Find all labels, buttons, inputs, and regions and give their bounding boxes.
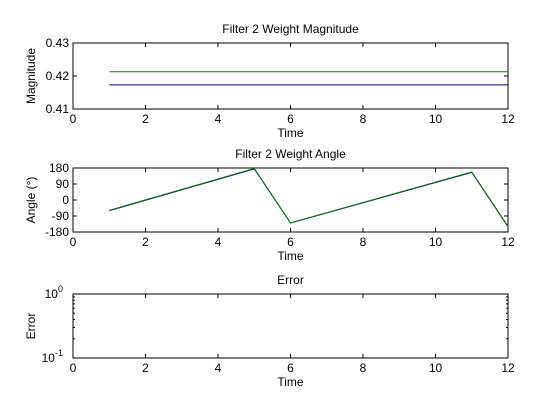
magnitude-x-axis-label: Time — [277, 126, 304, 140]
error-x-tick-label: 0 — [70, 361, 77, 375]
magnitude-title: Filter 2 Weight Magnitude — [222, 22, 359, 36]
magnitude-x-tick-label: 10 — [429, 112, 443, 126]
angle-y-tick-label: -180 — [45, 225, 69, 239]
angle-x-tick-label: 12 — [501, 235, 515, 249]
magnitude-x-tick-label: 12 — [501, 112, 515, 126]
angle-x-tick-label: 8 — [360, 235, 367, 249]
magnitude-x-tick-label: 8 — [360, 112, 367, 126]
magnitude-y-tick-label: 0.42 — [46, 69, 70, 83]
magnitude-x-tick-label: 2 — [142, 112, 149, 126]
error-x-tick-label: 12 — [501, 361, 515, 375]
magnitude-y-tick-label: 0.41 — [46, 102, 70, 116]
magnitude-y-axis-label: Magnitude — [24, 48, 38, 104]
error-x-tick-label: 2 — [142, 361, 149, 375]
error-x-tick-label: 6 — [287, 361, 294, 375]
angle-title: Filter 2 Weight Angle — [235, 147, 346, 161]
angle-y-tick-label: 0 — [62, 193, 69, 207]
angle-x-tick-label: 0 — [70, 235, 77, 249]
angle-x-tick-label: 6 — [287, 235, 294, 249]
angle-x-axis-label: Time — [277, 249, 304, 263]
magnitude-x-tick-label: 4 — [215, 112, 222, 126]
error-y-tick-label: 100 — [45, 284, 63, 301]
error-title: Error — [277, 273, 304, 287]
angle-x-tick-label: 4 — [215, 235, 222, 249]
magnitude-x-tick-label: 6 — [287, 112, 294, 126]
magnitude-y-tick-label: 0.43 — [46, 36, 70, 50]
error-x-tick-label: 10 — [429, 361, 443, 375]
angle-y-tick-label: 90 — [56, 177, 70, 191]
error-subplot: Error 0 2 4 6 8 10 12 10-1 100 Time Error — [24, 273, 515, 389]
error-x-tick-label: 8 — [360, 361, 367, 375]
error-y-axis-label: Error — [24, 313, 38, 340]
error-y-tick-label: 10-1 — [42, 348, 63, 365]
angle-series-line-2 — [109, 167, 509, 227]
angle-y-tick-label: 180 — [49, 161, 69, 175]
magnitude-plot-area — [72, 42, 509, 110]
angle-x-tick-label: 10 — [429, 235, 443, 249]
angle-y-tick-label: -90 — [52, 209, 70, 223]
angle-y-axis-label: Angle (°) — [24, 177, 38, 224]
error-plot-area — [72, 293, 509, 359]
error-x-axis-label: Time — [277, 375, 304, 389]
error-x-tick-label: 4 — [215, 361, 222, 375]
magnitude-x-tick-label: 0 — [70, 112, 77, 126]
angle-x-tick-label: 2 — [142, 235, 149, 249]
magnitude-subplot: Filter 2 Weight Magnitude 0 2 4 6 8 10 12 0.41 0.… — [24, 22, 515, 140]
